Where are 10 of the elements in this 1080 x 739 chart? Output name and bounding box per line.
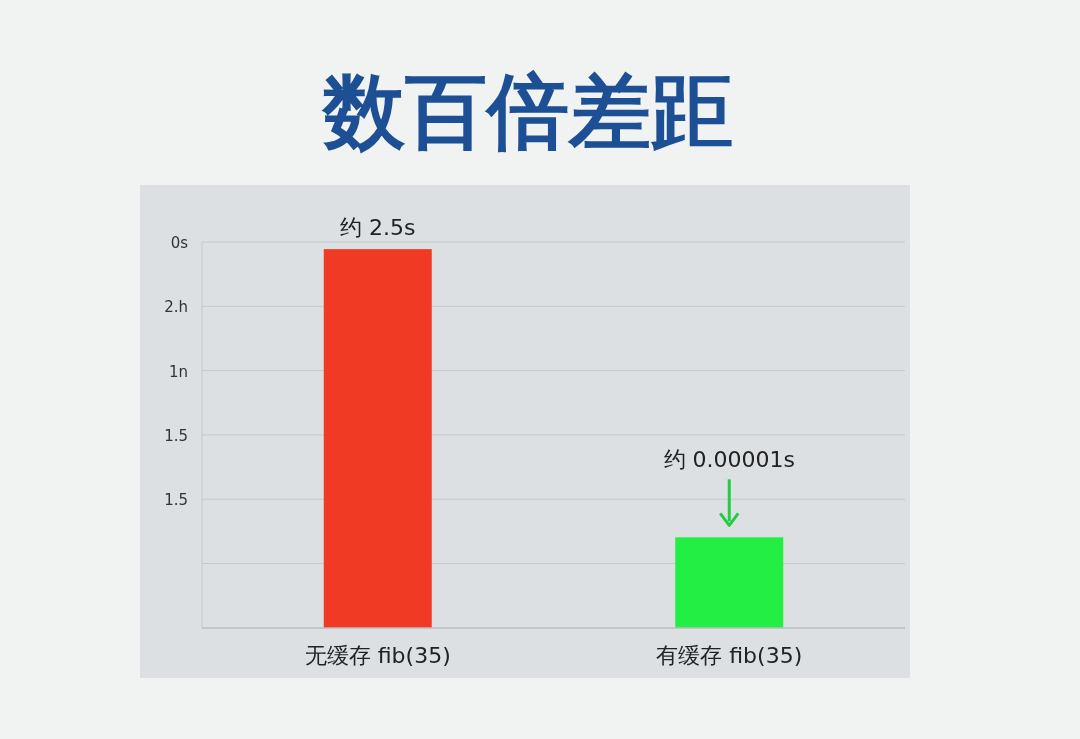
data-label: 约 0.00001s — [663, 447, 795, 473]
data-label: 约 2.5s — [340, 215, 416, 241]
chart-title: 数百倍差距 — [321, 64, 733, 159]
text: 2.h — [164, 298, 188, 317]
x-tick-label: 有缓存 fib(35) — [656, 643, 803, 668]
text: 0s — [170, 234, 189, 252]
text: 1.5 — [164, 491, 188, 510]
text: 1n — [168, 362, 188, 381]
x-tick-label: 无缓存 fib(35) — [304, 643, 451, 668]
text: 1.5 — [164, 426, 188, 445]
